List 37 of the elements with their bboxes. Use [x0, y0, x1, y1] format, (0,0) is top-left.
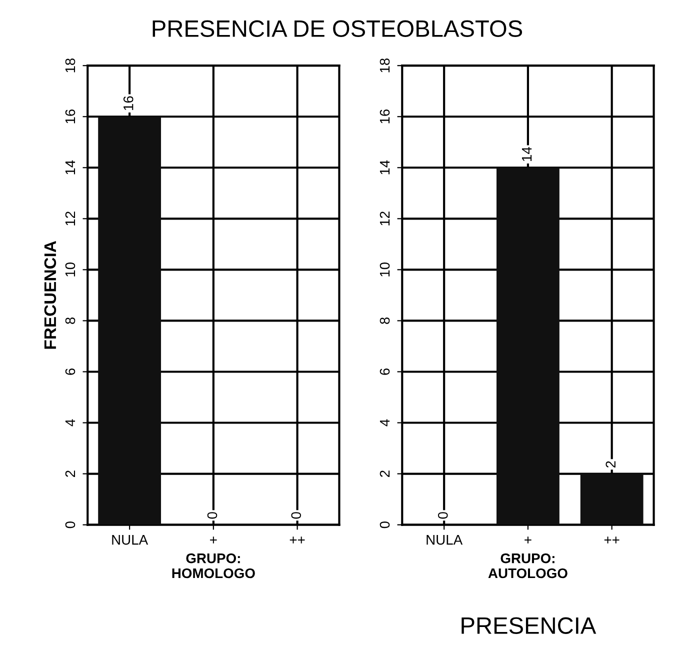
- y-tick-label: 10: [380, 262, 390, 276]
- chart-title: PRESENCIA DE OSTEOBLASTOS: [152, 20, 522, 38]
- y-tick-label: 18: [65, 58, 76, 72]
- y-tick-label: 8: [65, 317, 76, 324]
- y-tick-label: 18: [380, 58, 390, 72]
- y-tick-label: 2: [380, 470, 390, 477]
- x-axis-title: GRUPO: AUTOLOGO: [488, 553, 568, 578]
- x-tick-label: NULA: [112, 535, 148, 545]
- x-tick-label: NULA: [426, 535, 463, 545]
- data-label: 2: [606, 461, 616, 468]
- y-tick-label: 0: [65, 521, 76, 528]
- y-tick-label: 6: [380, 368, 390, 375]
- y-tick-label: 8: [380, 317, 390, 324]
- x-tick-label: ++: [290, 536, 305, 544]
- y-tick-label: 10: [65, 262, 76, 276]
- data-label: 0: [438, 512, 448, 519]
- x-axis-title: GRUPO: HOMOLOGO: [172, 553, 255, 578]
- y-tick-label: 6: [65, 368, 76, 375]
- y-axis-title: FRECUENCIA: [44, 241, 56, 349]
- y-tick-label: 16: [65, 110, 76, 124]
- x-tick-label: ++: [604, 536, 620, 544]
- data-label: 0: [207, 512, 218, 519]
- y-tick-label: 12: [380, 212, 390, 226]
- y-tick-label: 0: [380, 521, 390, 528]
- data-label: 0: [291, 512, 302, 519]
- data-label: 14: [522, 147, 532, 162]
- y-tick-label: 14: [380, 160, 390, 174]
- y-tick-label: 4: [380, 419, 390, 426]
- x-tick-label: +: [524, 536, 532, 544]
- x-tick-label: +: [210, 536, 217, 544]
- text: PRESENCIA: [462, 617, 596, 634]
- y-tick-label: 12: [65, 212, 76, 226]
- y-tick-label: 4: [65, 419, 76, 426]
- y-tick-label: 16: [380, 110, 390, 124]
- data-label: 16: [123, 96, 134, 110]
- y-tick-label: 14: [65, 160, 76, 174]
- y-tick-label: 2: [65, 470, 76, 477]
